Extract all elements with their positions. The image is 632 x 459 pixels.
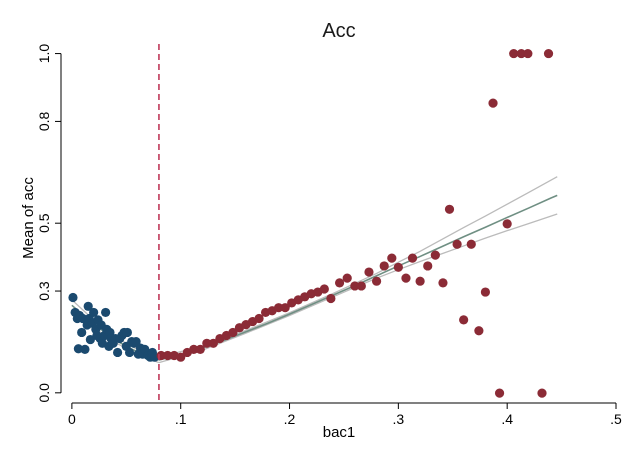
x-tick-label-0: 0 — [68, 411, 76, 427]
series-1-point-26 — [326, 293, 336, 304]
series-0-point-33 — [122, 327, 132, 338]
series-1-point-39 — [423, 261, 433, 271]
series-1-point-51 — [509, 48, 519, 59]
series-1-point-38 — [415, 276, 425, 286]
series-1-point-45 — [466, 239, 476, 249]
series-1-point-44 — [459, 315, 469, 325]
series-1-point-19 — [280, 303, 290, 313]
data-points — [68, 48, 554, 398]
series-1-point-5 — [189, 344, 199, 354]
y-tick-label-0: 0.0 — [36, 383, 52, 403]
series-1-point-40 — [430, 250, 440, 260]
series-1-point-33 — [379, 261, 389, 271]
series-1-point-31 — [364, 267, 374, 277]
y-tick-label-2: 0.5 — [36, 213, 52, 233]
series-1-point-15 — [254, 313, 264, 324]
series-1-point-8 — [208, 338, 218, 348]
y-tick-label-3: 0.8 — [36, 111, 52, 131]
series-1-point-25 — [319, 284, 329, 294]
series-0-point-21 — [101, 307, 111, 318]
series-1-point-7 — [202, 338, 212, 348]
series-1-ci-low-line — [158, 213, 558, 364]
y-tick-label-4: 1.0 — [36, 44, 52, 64]
series-1-point-36 — [401, 273, 411, 283]
series-1-point-11 — [228, 327, 238, 338]
x-tick-label-3: .3 — [393, 411, 405, 427]
x-tick-label-1: .1 — [175, 411, 187, 427]
y-axis-label: Mean of acc — [20, 177, 37, 259]
y-axis: 0.0 0.3 0.5 0.8 1.0 — [36, 44, 62, 403]
series-1-point-52 — [516, 48, 526, 59]
series-1-point-30 — [356, 281, 366, 291]
series-1-point-50 — [502, 219, 512, 229]
x-tick-label-4: .4 — [501, 411, 513, 427]
series-1-point-55 — [543, 48, 554, 59]
series-1-point-3 — [176, 352, 186, 362]
series-1-point-46 — [474, 326, 484, 336]
series-1-point-42 — [444, 204, 455, 214]
series-0-point-9 — [83, 301, 93, 311]
series-0-point-13 — [89, 307, 99, 318]
series-0-point-28 — [112, 347, 123, 358]
series-1-point-48 — [488, 98, 498, 108]
x-axis-label: bac1 — [323, 424, 356, 441]
series-1-point-18 — [274, 303, 284, 313]
series-0-point-34 — [124, 347, 135, 358]
series-1-point-49 — [494, 388, 505, 398]
series-0-point-5 — [77, 327, 87, 338]
series-0-point-37 — [131, 337, 141, 347]
series-1-point-47 — [480, 287, 491, 297]
series-1-point-32 — [371, 276, 382, 286]
x-axis: 0 .1 .2 .3 .4 .5 — [68, 402, 622, 427]
series-1-point-27 — [334, 278, 345, 288]
series-1-point-29 — [350, 281, 360, 291]
series-0-point-7 — [80, 344, 90, 354]
series-1-point-6 — [195, 344, 205, 354]
series-0-point-0 — [68, 292, 78, 303]
series-1-point-35 — [393, 262, 403, 272]
x-tick-label-2: .2 — [284, 411, 296, 427]
series-1-point-28 — [342, 273, 352, 283]
chart-title: Acc — [322, 20, 355, 42]
series-1-point-37 — [407, 253, 418, 263]
series-1-point-41 — [438, 278, 448, 288]
series-1-point-53 — [523, 48, 533, 59]
series-1-point-1 — [163, 350, 173, 361]
series-1-point-43 — [452, 239, 462, 249]
series-1-point-54 — [537, 388, 547, 398]
series-0-point-6 — [78, 313, 88, 324]
series-1-point-34 — [387, 253, 397, 263]
x-tick-label-5: .5 — [610, 411, 622, 427]
y-tick-label-1: 0.3 — [36, 281, 52, 301]
